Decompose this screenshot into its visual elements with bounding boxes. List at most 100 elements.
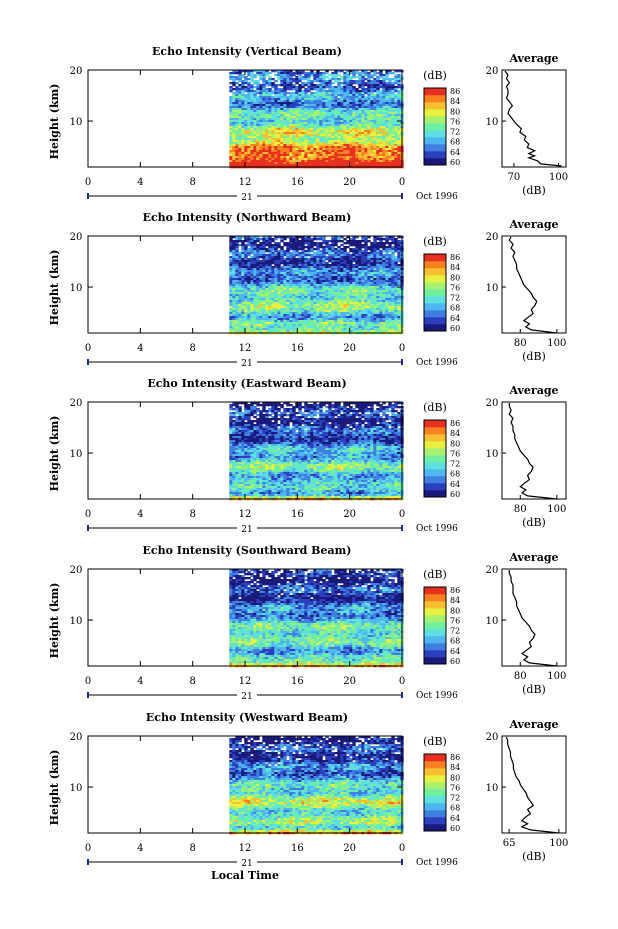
- heatmap-cell: [394, 286, 398, 289]
- heatmap-cell: [367, 272, 371, 275]
- heatmap-cell: [247, 120, 251, 123]
- heatmap-cell: [370, 92, 374, 95]
- heatmap-cell: [301, 144, 305, 147]
- heatmap-cell: [301, 270, 305, 273]
- heatmap-cell: [388, 236, 392, 239]
- heatmap-cell: [328, 158, 332, 161]
- heatmap-cell: [328, 312, 332, 315]
- heatmap-cell: [310, 72, 314, 75]
- heatmap-cell: [355, 162, 359, 165]
- heatmap-cell: [283, 304, 287, 307]
- heatmap-cell: [316, 74, 320, 77]
- heatmap-cell: [304, 276, 308, 279]
- heatmap-cell: [292, 72, 296, 75]
- heatmap-cell: [256, 264, 260, 267]
- heatmap-cell: [364, 132, 368, 135]
- heatmap-cell: [253, 104, 257, 107]
- heatmap-cell: [328, 86, 332, 89]
- heatmap-cell: [295, 114, 299, 117]
- heatmap-cell: [367, 140, 371, 143]
- heatmap-cell: [277, 74, 281, 77]
- heatmap-cell: [361, 294, 365, 297]
- heatmap-cell: [334, 306, 338, 309]
- heatmap-cell: [355, 122, 359, 125]
- heatmap-cell: [241, 256, 245, 259]
- heatmap-cell: [325, 130, 329, 133]
- heatmap-cell: [244, 112, 248, 115]
- heatmap-cell: [397, 70, 401, 73]
- heatmap-cell: [232, 136, 236, 139]
- heatmap-cell: [238, 294, 242, 297]
- heatmap-cell: [316, 128, 320, 131]
- heatmap-cell: [277, 160, 281, 163]
- heatmap-cell: [352, 264, 356, 267]
- heatmap-cell: [385, 286, 389, 289]
- heatmap-cell: [274, 302, 278, 305]
- heatmap-cell: [265, 96, 269, 99]
- heatmap-cell: [259, 94, 263, 97]
- heatmap-cell: [397, 146, 401, 149]
- heatmap-cell: [367, 160, 371, 163]
- heatmap-cell: [364, 106, 368, 109]
- heatmap-cell: [358, 94, 362, 97]
- heatmap-cell: [346, 154, 350, 157]
- heatmap-cell: [253, 288, 257, 291]
- heatmap-cell: [382, 242, 386, 245]
- heatmap-cell: [319, 98, 323, 101]
- heatmap-cell: [271, 140, 275, 143]
- heatmap-cell: [322, 72, 326, 75]
- heatmap-cell: [340, 116, 344, 119]
- heatmap-cell: [235, 284, 239, 287]
- heatmap-cell: [361, 246, 365, 249]
- heatmap-cell: [346, 94, 350, 97]
- heatmap-cell: [295, 116, 299, 119]
- heatmap-cell: [334, 122, 338, 125]
- heatmap-cell: [301, 152, 305, 155]
- heatmap-cell: [283, 164, 287, 167]
- heatmap-cell: [355, 90, 359, 93]
- heatmap-cell: [280, 276, 284, 279]
- heatmap-cell: [358, 136, 362, 139]
- heatmap-cell: [316, 160, 320, 163]
- heatmap-cell: [316, 242, 320, 245]
- heatmap-cell: [283, 90, 287, 93]
- heatmap-cell: [259, 308, 263, 311]
- heatmap-cell: [331, 120, 335, 123]
- heatmap-cell: [352, 106, 356, 109]
- heatmap-cell: [262, 248, 266, 251]
- heatmap-cell: [232, 264, 236, 267]
- heatmap-cell: [370, 154, 374, 157]
- heatmap-cell: [307, 84, 311, 87]
- heatmap-cell: [364, 266, 368, 269]
- heatmap-cell: [253, 80, 257, 83]
- heatmap-cell: [331, 98, 335, 101]
- heatmap-cell: [262, 298, 266, 301]
- heatmap-cell: [280, 158, 284, 161]
- heatmap-cell: [316, 102, 320, 105]
- heatmap-cell: [328, 96, 332, 99]
- heatmap-cell: [394, 108, 398, 111]
- heatmap-cell: [232, 248, 236, 251]
- heatmap-cell: [367, 102, 371, 105]
- heatmap-cell: [301, 262, 305, 265]
- heatmap-cell: [340, 282, 344, 285]
- heatmap-cell: [244, 304, 248, 307]
- heatmap-cell: [391, 294, 395, 297]
- heatmap-cell: [244, 268, 248, 271]
- heatmap-cell: [340, 236, 344, 239]
- heatmap-cell: [346, 240, 350, 243]
- heatmap-cell: [292, 80, 296, 83]
- heatmap-cell: [361, 82, 365, 85]
- heatmap-cell: [385, 162, 389, 165]
- heatmap-cell: [334, 292, 338, 295]
- heatmap-cell: [256, 100, 260, 103]
- heatmap-cell: [241, 70, 245, 73]
- heatmap-cell: [325, 240, 329, 243]
- heatmap-cell: [232, 142, 236, 145]
- heatmap-cell: [274, 154, 278, 157]
- heatmap-cell: [274, 130, 278, 133]
- heatmap-cell: [343, 146, 347, 149]
- heatmap-cell: [268, 150, 272, 153]
- heatmap-cell: [379, 258, 383, 261]
- heatmap-cell: [244, 150, 248, 153]
